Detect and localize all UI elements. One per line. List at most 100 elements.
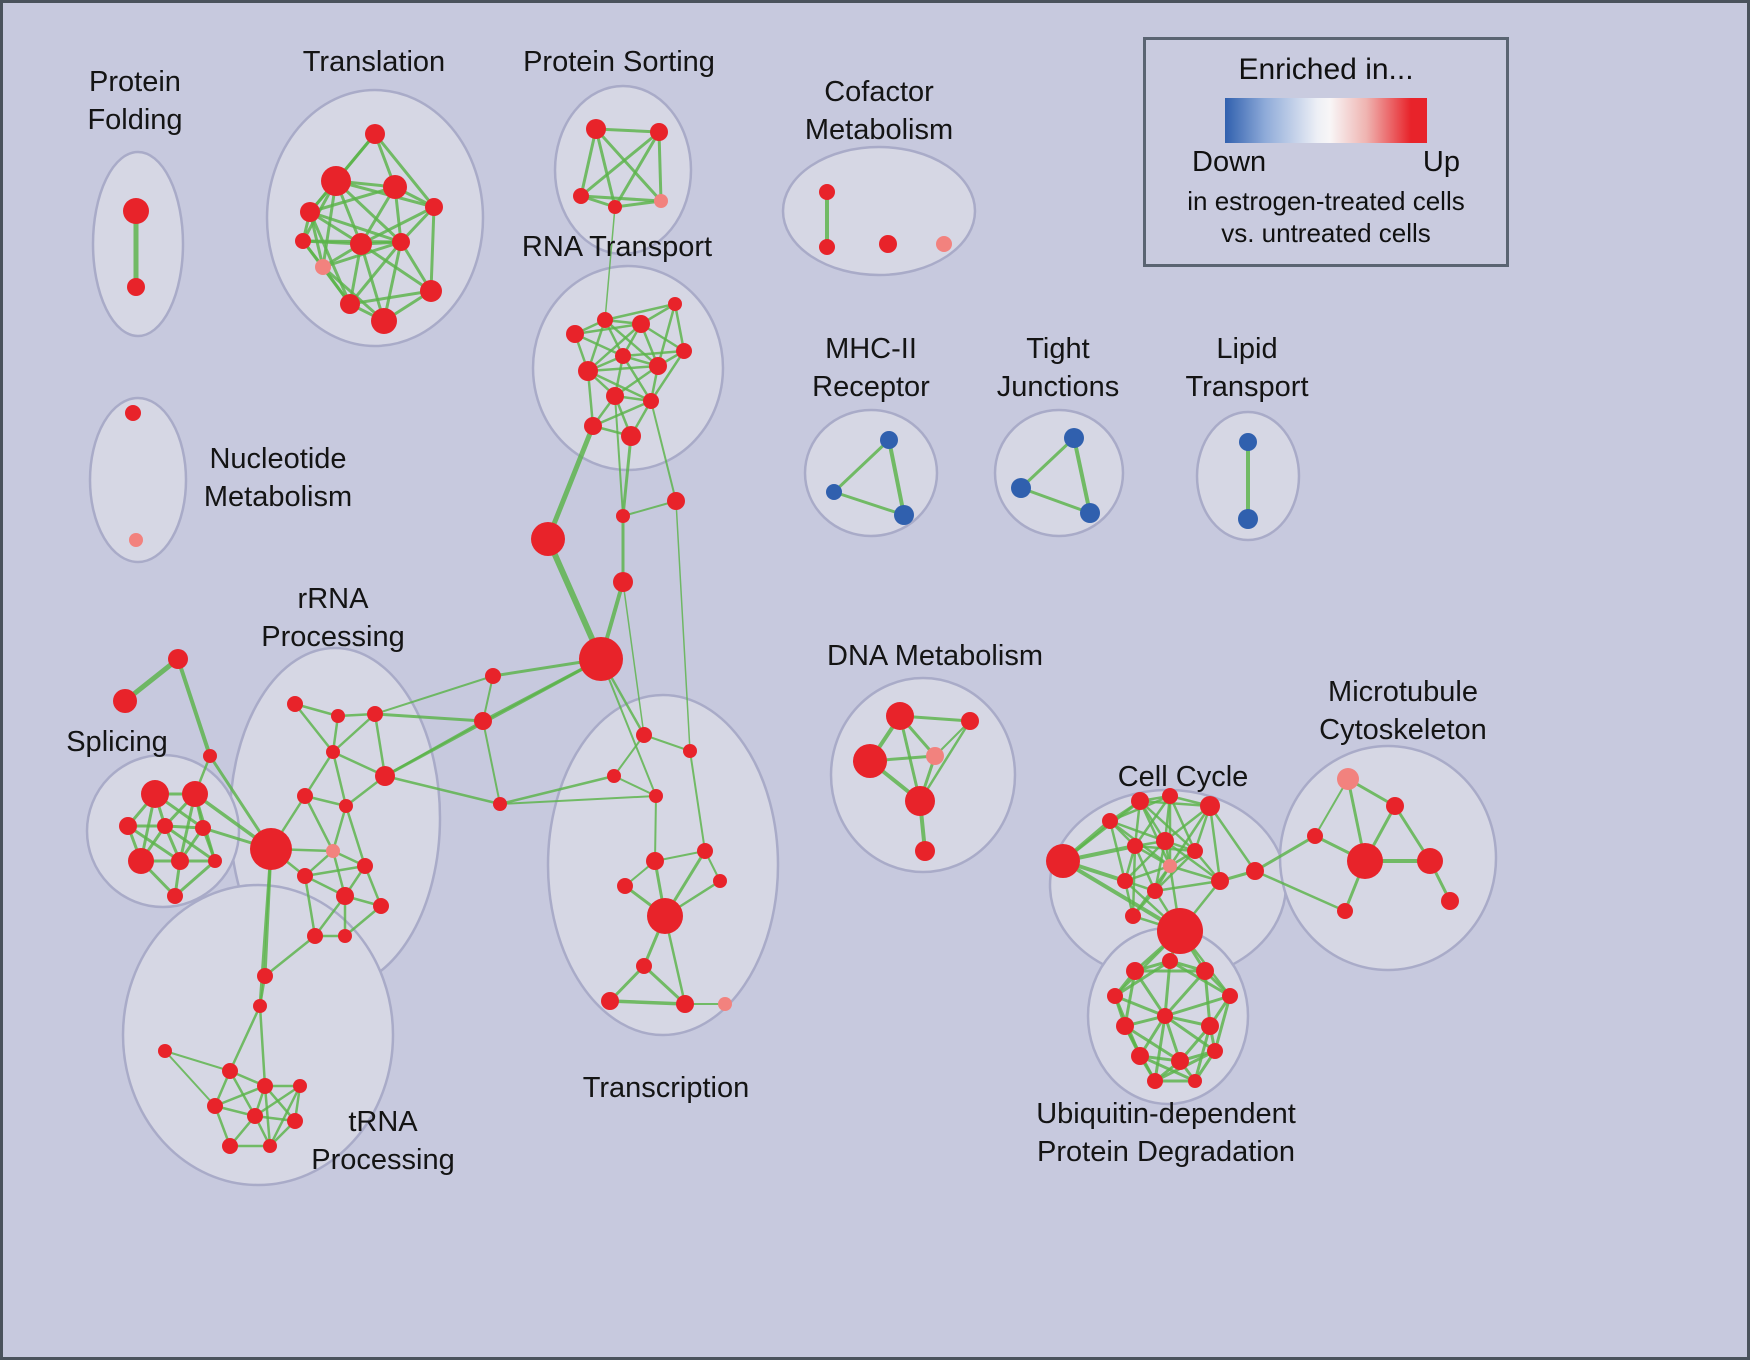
edge-k7-k12 [1163,839,1222,883]
cluster-label-trna-processing: tRNA Processing [311,1106,454,1176]
edge-h3-r10 [650,400,677,502]
edge-u2-u7 [1133,969,1167,1018]
edge-p7-p9 [331,804,348,853]
edge-h5-p5 [383,657,603,778]
node-nm1 [125,405,141,421]
edge-k15-mt6 [1253,869,1347,913]
node-r8 [578,361,598,381]
node-mt2 [1386,797,1404,815]
cluster-label-cofactor-metabolism: Cofactor Metabolism [805,76,953,146]
edge-r3-r8 [586,322,643,373]
node-t9 [315,259,331,275]
edge-s1-s3 [579,127,598,198]
node-x8 [697,843,713,859]
edge-q3-q7 [228,1069,257,1118]
cluster-label-lipid-transport: Lipid Transport [1185,333,1308,403]
node-l3 [119,817,137,835]
node-t7 [350,233,372,255]
node-x4 [683,744,697,758]
edge-p10-p11 [303,864,367,878]
node-x9 [713,874,727,888]
node-q9 [222,1138,238,1154]
edge-k6-k14 [1131,844,1137,918]
edge-q4-q10 [263,1084,272,1148]
edge-r1-r3 [573,322,643,336]
edge-b1-b3 [887,438,906,517]
edge-u2-u6 [1123,969,1137,1028]
edge-s1-s4 [594,127,617,209]
cluster-nucleotide-metabolism [88,396,188,564]
edge-u7-u12 [1153,1014,1167,1083]
node-k15 [1246,862,1264,880]
node-p5 [375,766,395,786]
node-t5 [425,198,443,216]
edge-h5-x3 [600,658,657,797]
edge-b2-b3 [832,490,906,517]
cluster-label-transcription: Transcription [583,1072,750,1104]
edge-q5-q7 [253,1084,302,1118]
node-u8 [1201,1017,1219,1035]
node-x3 [649,789,663,803]
node-q7 [247,1108,263,1124]
edge-u6-u10 [1123,1024,1182,1063]
node-pf1 [123,198,149,224]
legend-up-label: Up [1422,146,1460,178]
node-cm1 [819,184,835,200]
edge-s2-s5 [657,130,663,203]
edge-h3-x4 [675,500,691,752]
node-p14 [307,928,323,944]
node-x11 [601,992,619,1010]
node-mt7 [1441,892,1459,910]
node-k14 [1125,908,1141,924]
cluster-protein-sorting [553,84,693,256]
node-p16 [257,968,273,984]
node-d4 [961,712,979,730]
edge-u5-u11 [1213,994,1232,1053]
edge-m1-x3 [499,795,657,805]
node-r6 [649,357,667,375]
edge-k5-k12 [1208,804,1222,883]
cluster-microtubule-cytoskeleton [1278,744,1498,972]
node-x6 [617,878,633,894]
cluster-label-cell-cycle: Cell Cycle [1118,761,1249,793]
node-g1 [485,668,501,684]
node-v1 [1239,433,1257,451]
node-q2 [158,1044,172,1058]
edge-q2-q6 [164,1050,216,1107]
edge-u4-u7 [1113,994,1167,1018]
node-u5 [1222,988,1238,1004]
edge-x2-x3 [613,775,657,797]
edge-s2-s4 [613,130,661,209]
node-t6 [295,233,311,249]
edge-s4-r2 [604,206,616,321]
node-t3 [300,202,320,222]
node-h4 [613,572,633,592]
node-j1 [1064,428,1084,448]
node-u9 [1131,1047,1149,1065]
edge-u7-u11 [1163,1014,1217,1053]
node-x7 [647,898,683,934]
node-p1 [287,696,303,712]
edge-u1-u4 [1113,959,1172,998]
node-q1 [253,999,267,1013]
node-t1 [365,124,385,144]
legend-title: Enriched in... [1238,53,1414,86]
edge-k2-k10 [1108,819,1127,883]
node-p7 [339,799,353,813]
node-r1 [566,325,584,343]
edge-k4-k6 [1133,794,1172,848]
node-l1 [141,780,169,808]
edge-m1-x2 [498,774,616,806]
node-nm2 [129,533,143,547]
node-s3 [573,188,589,204]
network-svg: Protein Folding Translation Protein Sorting… [66,46,1498,1187]
node-t8 [392,233,410,251]
node-d5 [905,786,935,816]
edge-r7-r10 [621,354,653,403]
edge-d4-d5 [918,719,972,803]
legend: Enriched in... Down Up in estrogen-treat… [1143,37,1509,267]
node-p15 [338,929,352,943]
node-r11 [584,417,602,435]
edge-t5-t7 [359,205,436,246]
node-p9 [326,844,340,858]
